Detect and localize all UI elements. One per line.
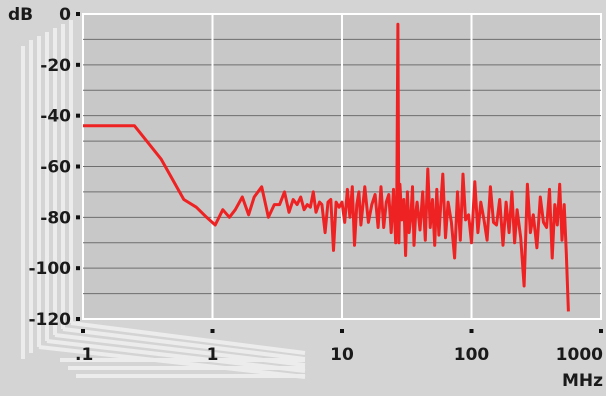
series-line xyxy=(83,22,570,312)
backplate-band xyxy=(62,327,306,361)
x-tick-label: 1000 xyxy=(556,345,603,365)
y-tick-mark xyxy=(76,215,80,220)
x-tick-mark xyxy=(210,329,215,333)
y-axis-label: dB xyxy=(8,5,33,25)
y-tick-label: -40 xyxy=(40,107,71,127)
x-tick-mark xyxy=(81,329,85,333)
grid-lines xyxy=(83,14,601,319)
y-tick-mark xyxy=(76,62,80,67)
y-tick-mark xyxy=(76,164,80,169)
y-tick-mark xyxy=(76,12,80,16)
y-tick-labels: 0 -20 -40 -60 -80 -100 -120 xyxy=(28,5,71,330)
x-tick-label: 1 xyxy=(207,345,219,365)
y-tick-mark xyxy=(76,266,80,271)
y-tick-label: -100 xyxy=(28,259,71,279)
axis-ticks xyxy=(76,12,603,333)
x-tick-label: 10 xyxy=(330,345,354,365)
x-tick-label: .1 xyxy=(75,345,93,365)
y-tick-label: -80 xyxy=(40,208,71,228)
x-tick-labels: .1 1 10 100 1000 xyxy=(75,345,603,365)
x-tick-label: 100 xyxy=(454,345,490,365)
y-tick-mark xyxy=(76,113,80,118)
x-tick-mark xyxy=(469,329,474,333)
y-tick-mark xyxy=(76,317,80,321)
y-tick-label: -60 xyxy=(40,158,71,178)
backplate-band xyxy=(70,321,306,355)
y-tick-label: 0 xyxy=(59,5,71,25)
x-tick-mark xyxy=(340,329,344,333)
y-tick-label: -20 xyxy=(40,56,71,76)
chart-backplate xyxy=(21,20,306,379)
y-tick-label: -120 xyxy=(28,310,71,330)
x-tick-mark xyxy=(599,329,603,333)
x-axis-label: MHz xyxy=(562,371,603,391)
